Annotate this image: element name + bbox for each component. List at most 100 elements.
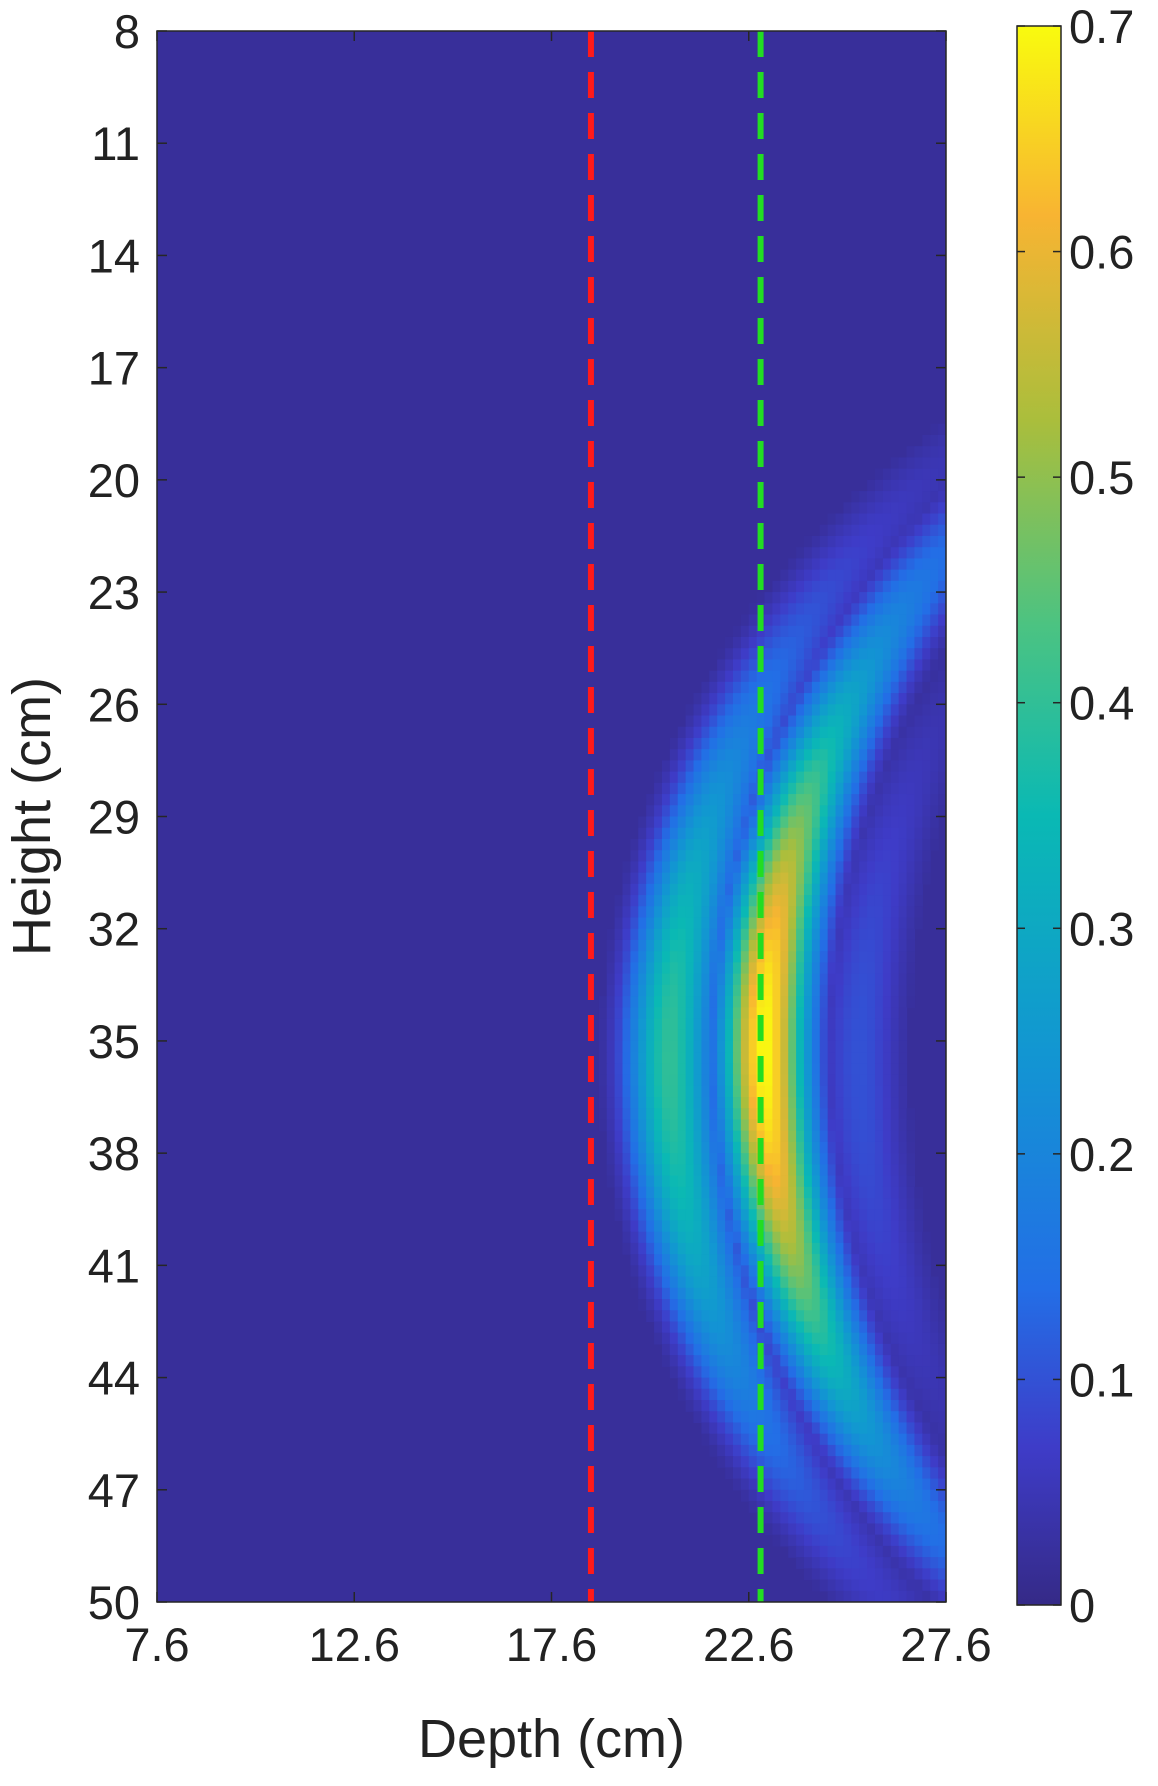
- heatmap-cell: [890, 1175, 900, 1188]
- heatmap-cell: [890, 1377, 900, 1390]
- heatmap-cell: [835, 1018, 845, 1031]
- heatmap-cell: [827, 749, 837, 761]
- heatmap-cell: [851, 592, 860, 604]
- heatmap-cell: [677, 895, 687, 907]
- heatmap-cell: [772, 704, 781, 717]
- heatmap-cell: [851, 1175, 860, 1188]
- heatmap-cell: [654, 805, 663, 818]
- heatmap-cell: [906, 1444, 916, 1457]
- heatmap-cell: [890, 1568, 900, 1581]
- heatmap-cell: [748, 1040, 758, 1053]
- heatmap-cell: [748, 883, 758, 896]
- heatmap-cell: [803, 861, 813, 874]
- heatmap-cell: [906, 951, 916, 963]
- heatmap-cell: [922, 457, 931, 470]
- heatmap-cell: [898, 1512, 908, 1525]
- heatmap-cell: [654, 1198, 663, 1210]
- heatmap-cell: [677, 771, 687, 784]
- heatmap-cell: [874, 794, 884, 806]
- heatmap-cell: [614, 906, 624, 919]
- heatmap-cell: [890, 1557, 900, 1569]
- heatmap-cell: [843, 917, 852, 930]
- heatmap-cell: [764, 670, 774, 683]
- heatmap-cell: [740, 1063, 750, 1076]
- heatmap-cell: [788, 917, 797, 930]
- heatmap-cell: [867, 1097, 876, 1109]
- heatmap-cell: [882, 1164, 892, 1177]
- heatmap-cell: [788, 1130, 797, 1143]
- heatmap-cell: [890, 1097, 900, 1109]
- heatmap-cell: [646, 996, 655, 1008]
- heatmap-cell: [685, 1377, 695, 1390]
- heatmap-cell: [811, 861, 821, 874]
- heatmap-cell: [764, 1186, 774, 1199]
- heatmap-cell: [780, 1220, 789, 1233]
- heatmap-cell: [780, 715, 789, 728]
- heatmap-cell: [867, 872, 876, 885]
- heatmap-cell: [898, 928, 908, 941]
- heatmap-cell: [843, 1063, 852, 1076]
- heatmap-cell: [938, 749, 946, 761]
- heatmap-cell: [677, 1141, 687, 1154]
- heatmap-cell: [930, 547, 939, 560]
- heatmap-cell: [701, 1164, 710, 1177]
- heatmap-cell: [811, 1164, 821, 1177]
- heatmap-cell: [835, 1321, 845, 1334]
- heatmap-cell: [835, 1433, 845, 1446]
- heatmap-cell: [732, 1108, 742, 1121]
- heatmap-cell: [930, 704, 939, 717]
- heatmap-cell: [803, 715, 813, 728]
- heatmap-cell: [764, 1175, 774, 1188]
- heatmap-cell: [874, 502, 884, 515]
- heatmap-cell: [938, 580, 946, 593]
- heatmap-cell: [622, 928, 631, 941]
- heatmap-cell: [796, 782, 805, 795]
- heatmap-cell: [882, 1343, 892, 1356]
- heatmap-cell: [874, 816, 884, 829]
- heatmap-cell: [630, 1018, 639, 1031]
- heatmap-cell: [717, 1377, 726, 1390]
- heatmap-cell: [803, 681, 813, 694]
- heatmap-cell: [654, 816, 663, 829]
- heatmap-cell: [811, 1209, 821, 1222]
- heatmap-cell: [859, 1265, 868, 1278]
- heatmap-cell: [914, 1343, 923, 1356]
- heatmap-cell: [851, 1456, 860, 1468]
- heatmap-cell: [859, 681, 868, 694]
- y-axis-label: Height (cm): [2, 677, 62, 956]
- heatmap-cell: [851, 659, 860, 672]
- heatmap-cell: [843, 1164, 852, 1177]
- heatmap-cell: [630, 1164, 639, 1177]
- heatmap-cell: [669, 1052, 679, 1064]
- heatmap-cell: [685, 1355, 695, 1367]
- heatmap-cell: [843, 737, 852, 750]
- heatmap-cell: [827, 1175, 837, 1188]
- heatmap-cell: [780, 1231, 789, 1244]
- heatmap-cell: [930, 1478, 939, 1491]
- heatmap-cell: [827, 1523, 837, 1536]
- heatmap-cell: [685, 1063, 695, 1076]
- heatmap-cell: [788, 973, 797, 986]
- heatmap-cell: [622, 1242, 631, 1255]
- heatmap-cell: [701, 939, 710, 952]
- heatmap-cell: [938, 558, 946, 571]
- heatmap-cell: [788, 580, 797, 593]
- heatmap-cell: [874, 1130, 884, 1143]
- heatmap-cell: [669, 872, 679, 885]
- heatmap-cell: [740, 1287, 750, 1300]
- heatmap-cell: [859, 1074, 868, 1087]
- heatmap-cell: [740, 1198, 750, 1210]
- heatmap-cell: [764, 1478, 774, 1491]
- heatmap-cell: [851, 524, 860, 537]
- heatmap-cell: [867, 1198, 876, 1210]
- heatmap-cell: [835, 1097, 845, 1109]
- heatmap-cell: [930, 659, 939, 672]
- heatmap-cell: [646, 1141, 655, 1154]
- heatmap-cell: [693, 939, 703, 952]
- heatmap-cell: [748, 1074, 758, 1087]
- heatmap-cell: [796, 1186, 805, 1199]
- heatmap-cell: [796, 1310, 805, 1323]
- heatmap-cell: [890, 1063, 900, 1076]
- heatmap-cell: [780, 1332, 789, 1345]
- heatmap-cell: [780, 1377, 789, 1390]
